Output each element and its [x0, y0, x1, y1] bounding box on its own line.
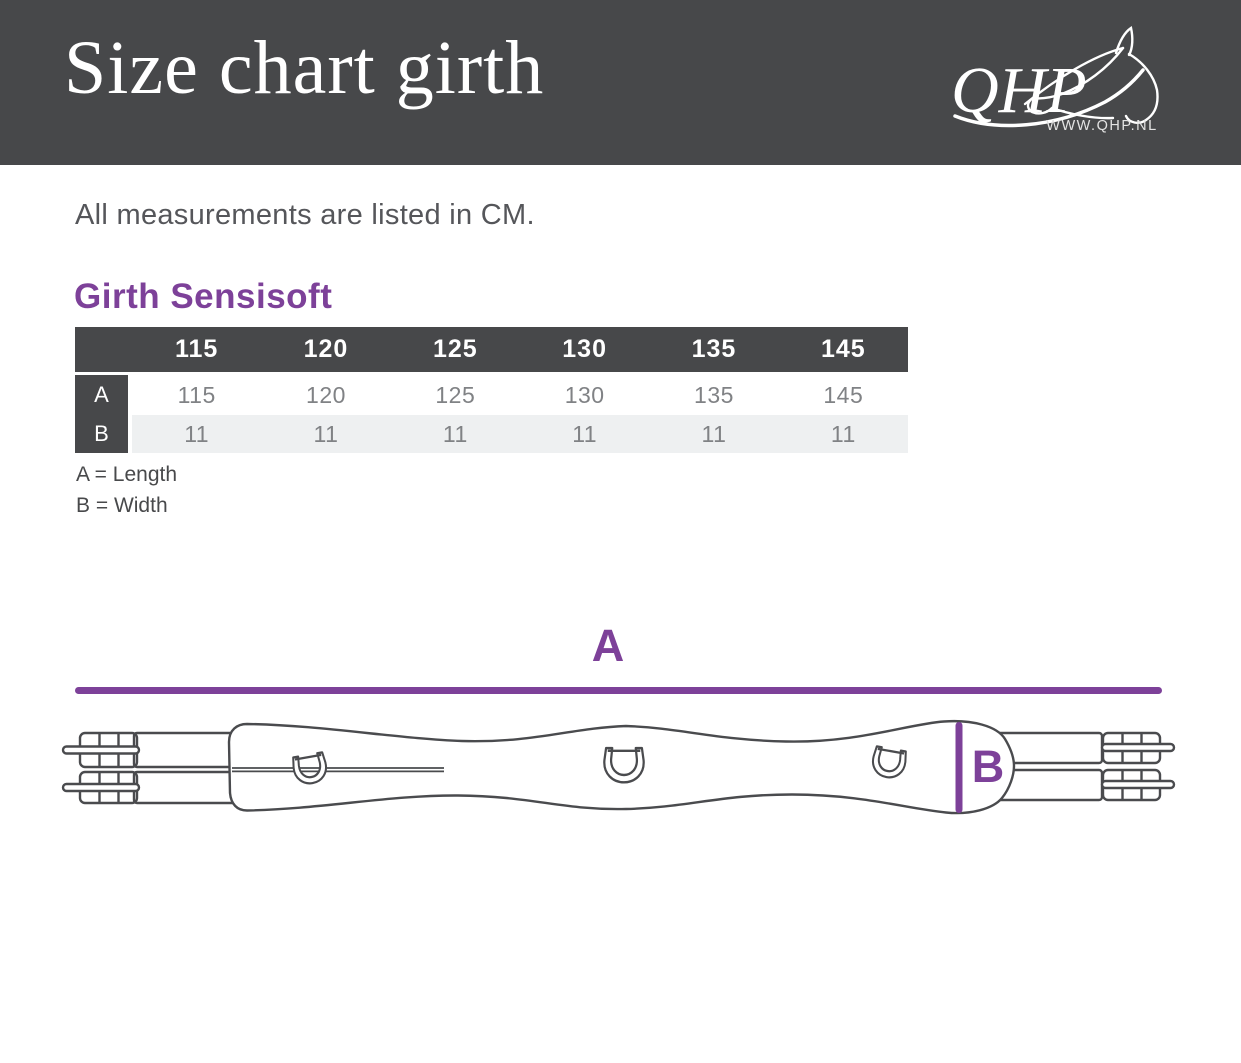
column-header: 125: [432, 335, 478, 363]
table-cell: 11: [572, 420, 598, 447]
column-header: 130: [562, 335, 607, 363]
row-label: B: [75, 415, 132, 453]
table-cell: 135: [694, 381, 734, 408]
girth-body: [227, 719, 1016, 815]
row-label: A: [75, 375, 132, 415]
table-cell: 145: [823, 381, 864, 408]
page-title: Size chart girth: [64, 26, 545, 110]
column-header: 135: [691, 335, 737, 363]
logo-swash: [953, 68, 1145, 128]
qhp-logo: QHP WWW.QHP.NL: [951, 26, 1159, 134]
table-cell: 11: [442, 420, 468, 447]
measurement-note: All measurements are listed in CM.: [75, 199, 535, 231]
width-measure-label: B: [971, 741, 1005, 792]
strap-seam-lines: [232, 767, 444, 773]
girth-illustration: [61, 719, 1176, 815]
brand-text: QHP: [951, 54, 1087, 127]
legend-length: A = Length: [76, 463, 178, 486]
horse-head-icon: [1023, 26, 1159, 124]
table-row-width: B 11 11 11 11 11 11: [75, 415, 908, 453]
size-table: 115 120 125 130 135 145 A 115 120 125 13…: [75, 327, 908, 453]
table-header-row: 115 120 125 130 135 145: [75, 327, 908, 372]
table-cell: 11: [830, 420, 856, 447]
table-cell: 130: [564, 381, 605, 408]
left-buckle-top: [61, 731, 141, 769]
legend-width: B = Width: [76, 494, 168, 517]
table-row-length: A 115 120 125 130 135 145: [75, 375, 908, 415]
d-ring-center: [603, 746, 645, 784]
table-cell: 11: [184, 420, 210, 447]
website-text: WWW.QHP.NL: [1046, 118, 1157, 134]
length-measure-label: A: [591, 620, 625, 671]
qhp-wordmark: QHP: [951, 54, 1145, 128]
header-bar: Size chart girth QHP WWW.QHP.NL: [0, 0, 1241, 165]
length-measure-line: [75, 687, 1162, 694]
right-buckle-top: [1100, 731, 1176, 765]
left-buckle-bottom: [61, 770, 141, 805]
column-header: 120: [303, 335, 349, 363]
table-cell: 115: [177, 381, 216, 408]
d-ring-left: [292, 751, 327, 785]
d-ring-right: [872, 745, 907, 779]
table-cell: 11: [313, 420, 339, 447]
column-header: 145: [820, 335, 866, 363]
width-measure-line: [955, 722, 963, 813]
column-header: 115: [174, 335, 219, 363]
right-buckle-bottom: [1100, 768, 1176, 802]
table-cell: 125: [435, 381, 476, 408]
legend: A = Length B = Width: [76, 459, 177, 521]
product-heading: Girth Sensisoft: [74, 277, 333, 316]
table-cell: 11: [701, 420, 727, 447]
table-cell: 120: [306, 381, 346, 408]
table-divider: [75, 372, 908, 375]
